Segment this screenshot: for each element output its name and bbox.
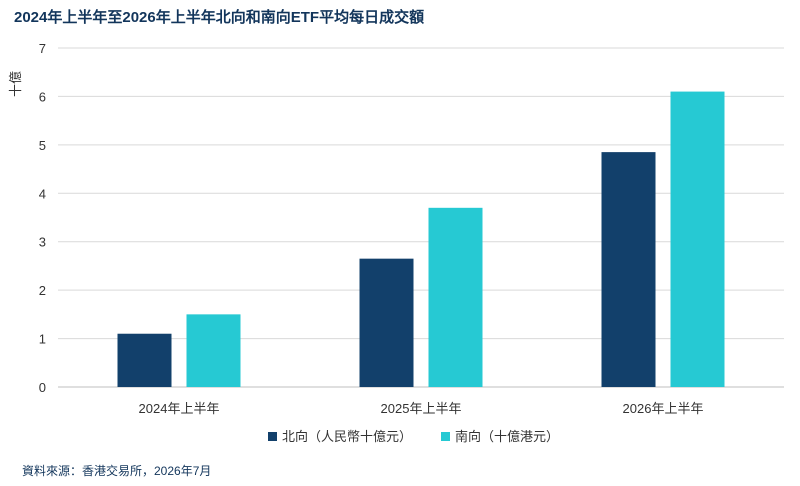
y-axis-ticks: 0 1 2 3 4 5 6 7 bbox=[39, 41, 46, 395]
bar-northbound bbox=[359, 258, 414, 387]
x-axis-ticks: 2024年上半年 2025年上半年 2026年上半年 bbox=[139, 401, 704, 416]
bar-northbound bbox=[601, 152, 656, 387]
legend: 北向（人民幣十億元） 南向（十億港元） bbox=[268, 429, 559, 444]
legend-swatch bbox=[268, 432, 277, 441]
bar-southbound bbox=[186, 314, 241, 387]
y-axis-label: 十億 bbox=[8, 71, 23, 97]
x-tick-label: 2024年上半年 bbox=[139, 401, 220, 416]
y-tick-label: 4 bbox=[39, 186, 46, 201]
y-tick-label: 1 bbox=[39, 332, 46, 347]
y-tick-label: 0 bbox=[39, 380, 46, 395]
legend-label: 南向（十億港元） bbox=[455, 429, 559, 444]
legend-swatch bbox=[441, 432, 450, 441]
y-tick-label: 6 bbox=[39, 89, 46, 104]
chart-title: 2024年上半年至2026年上半年北向和南向ETF平均每日成交額 bbox=[14, 9, 425, 26]
legend-label: 北向（人民幣十億元） bbox=[282, 429, 412, 444]
y-tick-label: 7 bbox=[39, 41, 46, 56]
source-note: 資料來源：香港交易所，2026年7月 bbox=[22, 464, 212, 478]
bar-southbound bbox=[670, 91, 725, 387]
x-tick-label: 2025年上半年 bbox=[381, 401, 462, 416]
bar-northbound bbox=[117, 333, 172, 387]
x-tick-label: 2026年上半年 bbox=[623, 401, 704, 416]
bar-southbound bbox=[428, 207, 483, 387]
y-tick-label: 5 bbox=[39, 138, 46, 153]
y-tick-label: 3 bbox=[39, 235, 46, 250]
y-tick-label: 2 bbox=[39, 283, 46, 298]
bars bbox=[117, 91, 725, 387]
gridlines bbox=[58, 47, 784, 388]
